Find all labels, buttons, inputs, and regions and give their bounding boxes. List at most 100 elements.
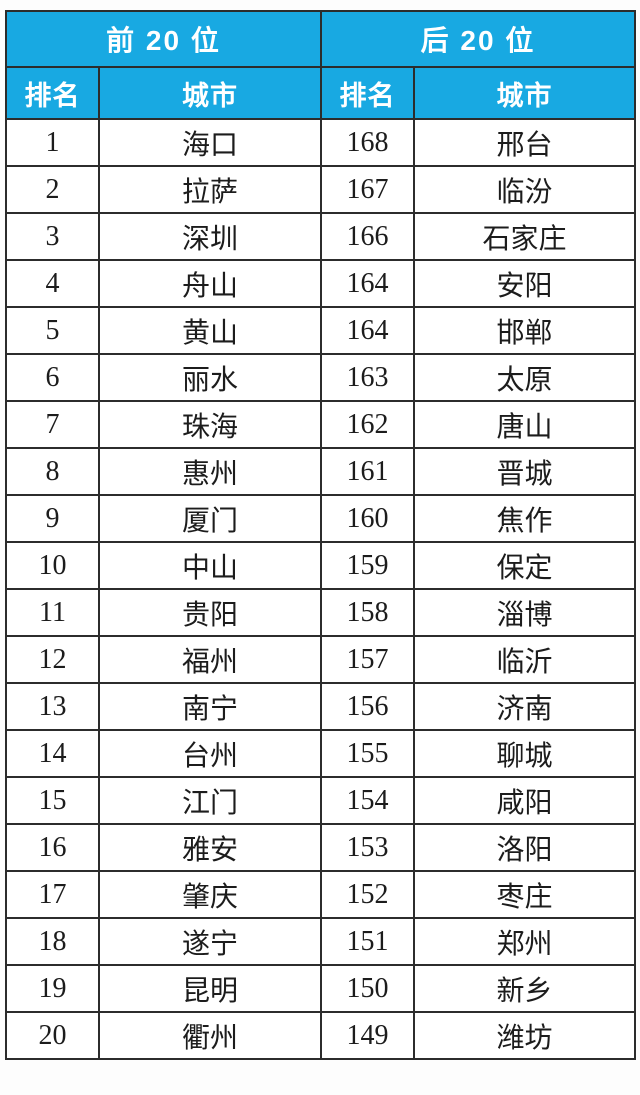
top-city-cell: 贵阳: [98, 588, 322, 637]
bottom-rank-cell: 161: [320, 447, 415, 496]
top-city-cell: 深圳: [98, 212, 322, 261]
bottom-city-cell: 潍坊: [413, 1011, 636, 1060]
table-row: 16 雅安 153 洛阳: [5, 823, 636, 872]
bottom-rank-cell: 154: [320, 776, 415, 825]
column-header-rank-right: 排名: [320, 66, 415, 120]
table-row: 14 台州 155 聊城: [5, 729, 636, 778]
top-rank-cell: 17: [5, 870, 100, 919]
bottom-city-cell: 安阳: [413, 259, 636, 308]
top-city-cell: 江门: [98, 776, 322, 825]
table-row: 6 丽水 163 太原: [5, 353, 636, 402]
top-rank-cell: 6: [5, 353, 100, 402]
table-row: 3 深圳 166 石家庄: [5, 212, 636, 261]
table-row: 17 肇庆 152 枣庄: [5, 870, 636, 919]
bottom-rank-cell: 151: [320, 917, 415, 966]
table-row: 10 中山 159 保定: [5, 541, 636, 590]
table-row: 13 南宁 156 济南: [5, 682, 636, 731]
table-row: 5 黄山 164 邯郸: [5, 306, 636, 355]
group-header-top20: 前 20 位: [5, 10, 322, 68]
bottom-city-cell: 枣庄: [413, 870, 636, 919]
table-row: 18 遂宁 151 郑州: [5, 917, 636, 966]
top-rank-cell: 16: [5, 823, 100, 872]
bottom-rank-cell: 156: [320, 682, 415, 731]
top-city-cell: 南宁: [98, 682, 322, 731]
bottom-city-cell: 临沂: [413, 635, 636, 684]
top-city-cell: 昆明: [98, 964, 322, 1013]
bottom-rank-cell: 163: [320, 353, 415, 402]
bottom-city-cell: 淄博: [413, 588, 636, 637]
bottom-city-cell: 济南: [413, 682, 636, 731]
bottom-rank-cell: 157: [320, 635, 415, 684]
top-city-cell: 拉萨: [98, 165, 322, 214]
top-rank-cell: 3: [5, 212, 100, 261]
top-rank-cell: 9: [5, 494, 100, 543]
bottom-rank-cell: 164: [320, 306, 415, 355]
table-row: 15 江门 154 咸阳: [5, 776, 636, 825]
top-rank-cell: 20: [5, 1011, 100, 1060]
bottom-rank-cell: 164: [320, 259, 415, 308]
group-header-row: 前 20 位 后 20 位: [5, 10, 636, 68]
top-city-cell: 肇庆: [98, 870, 322, 919]
column-header-city-right: 城市: [413, 66, 636, 120]
city-ranking-table: 前 20 位 后 20 位 排名 城市 排名 城市 1 海口 168 邢台 2 …: [5, 10, 636, 1060]
bottom-rank-cell: 166: [320, 212, 415, 261]
table-row: 7 珠海 162 唐山: [5, 400, 636, 449]
table-row: 9 厦门 160 焦作: [5, 494, 636, 543]
top-city-cell: 遂宁: [98, 917, 322, 966]
top-rank-cell: 5: [5, 306, 100, 355]
top-city-cell: 雅安: [98, 823, 322, 872]
top-city-cell: 海口: [98, 118, 322, 167]
top-city-cell: 福州: [98, 635, 322, 684]
top-rank-cell: 4: [5, 259, 100, 308]
bottom-city-cell: 郑州: [413, 917, 636, 966]
bottom-rank-cell: 149: [320, 1011, 415, 1060]
top-city-cell: 中山: [98, 541, 322, 590]
bottom-city-cell: 洛阳: [413, 823, 636, 872]
top-rank-cell: 1: [5, 118, 100, 167]
top-rank-cell: 7: [5, 400, 100, 449]
top-city-cell: 衢州: [98, 1011, 322, 1060]
bottom-rank-cell: 162: [320, 400, 415, 449]
table-row: 2 拉萨 167 临汾: [5, 165, 636, 214]
top-city-cell: 惠州: [98, 447, 322, 496]
top-rank-cell: 19: [5, 964, 100, 1013]
bottom-city-cell: 石家庄: [413, 212, 636, 261]
bottom-rank-cell: 159: [320, 541, 415, 590]
column-header-city-left: 城市: [98, 66, 322, 120]
bottom-city-cell: 太原: [413, 353, 636, 402]
bottom-city-cell: 聊城: [413, 729, 636, 778]
top-rank-cell: 14: [5, 729, 100, 778]
top-city-cell: 台州: [98, 729, 322, 778]
top-rank-cell: 11: [5, 588, 100, 637]
bottom-rank-cell: 168: [320, 118, 415, 167]
bottom-city-cell: 保定: [413, 541, 636, 590]
top-city-cell: 舟山: [98, 259, 322, 308]
bottom-city-cell: 唐山: [413, 400, 636, 449]
bottom-city-cell: 临汾: [413, 165, 636, 214]
table-row: 12 福州 157 临沂: [5, 635, 636, 684]
top-rank-cell: 18: [5, 917, 100, 966]
top-city-cell: 珠海: [98, 400, 322, 449]
table-row: 20 衢州 149 潍坊: [5, 1011, 636, 1060]
top-city-cell: 黄山: [98, 306, 322, 355]
bottom-rank-cell: 153: [320, 823, 415, 872]
top-rank-cell: 13: [5, 682, 100, 731]
table-row: 1 海口 168 邢台: [5, 118, 636, 167]
top-city-cell: 厦门: [98, 494, 322, 543]
bottom-city-cell: 新乡: [413, 964, 636, 1013]
table-row: 4 舟山 164 安阳: [5, 259, 636, 308]
table-row: 11 贵阳 158 淄博: [5, 588, 636, 637]
bottom-rank-cell: 150: [320, 964, 415, 1013]
top-rank-cell: 2: [5, 165, 100, 214]
top-city-cell: 丽水: [98, 353, 322, 402]
table-row: 19 昆明 150 新乡: [5, 964, 636, 1013]
column-header-rank-left: 排名: [5, 66, 100, 120]
top-rank-cell: 12: [5, 635, 100, 684]
bottom-rank-cell: 167: [320, 165, 415, 214]
top-rank-cell: 15: [5, 776, 100, 825]
bottom-city-cell: 邯郸: [413, 306, 636, 355]
top-rank-cell: 10: [5, 541, 100, 590]
group-header-bottom20: 后 20 位: [320, 10, 636, 68]
bottom-rank-cell: 155: [320, 729, 415, 778]
